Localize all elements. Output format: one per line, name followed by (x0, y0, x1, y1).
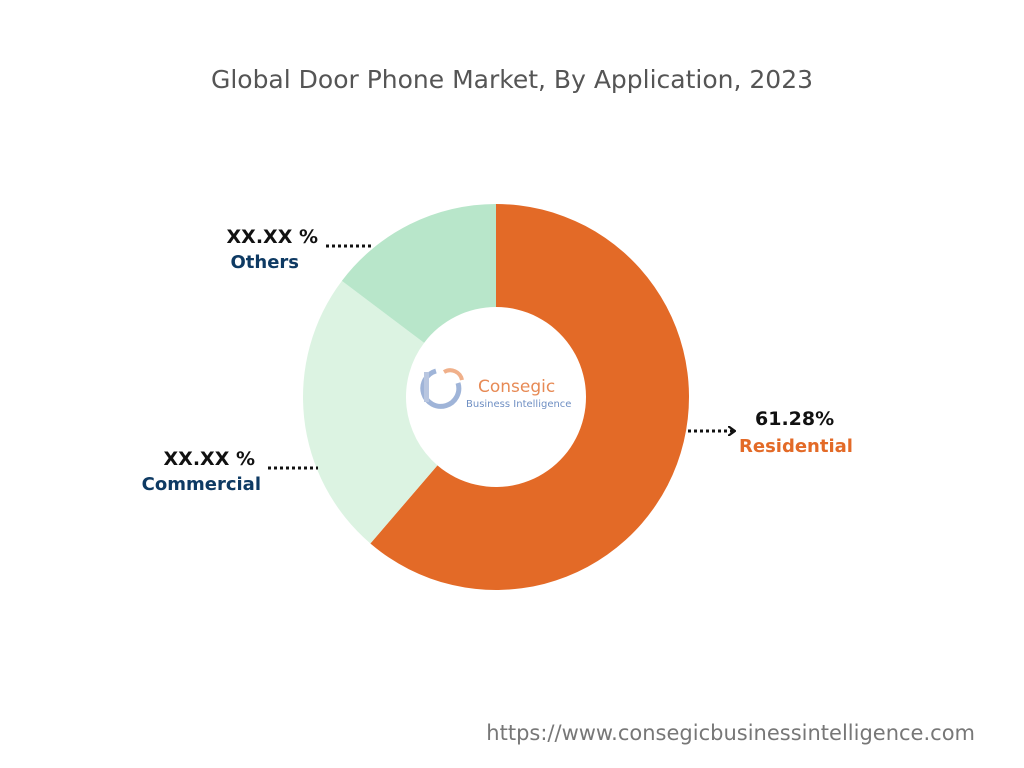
data-label-commercial-value: XX.XX % (164, 448, 255, 470)
logo-name: Consegic (478, 377, 555, 397)
donut-slices (302, 204, 690, 591)
logo-tagline: Business Intelligence (466, 399, 571, 410)
logo-arc-accent-icon (442, 368, 464, 381)
consegic-logo: Consegic Business Intelligence (420, 368, 571, 410)
donut-slice-residential (370, 204, 690, 591)
logo-bar-icon (424, 372, 429, 402)
leader-lines (268, 244, 734, 470)
chart-title: Global Door Phone Market, By Application… (211, 65, 813, 94)
data-label-residential-value: 61.28% (755, 408, 834, 430)
data-label-others-name: Others (230, 252, 299, 273)
donut-slice-others (341, 204, 496, 343)
data-label-others-value: XX.XX % (227, 226, 318, 248)
source-url[interactable]: https://www.consegicbusinessintelligence… (486, 721, 975, 745)
donut-slice-commercial (302, 280, 438, 544)
data-label-commercial-name: Commercial (142, 474, 261, 495)
data-label-residential-name: Residential (739, 436, 853, 457)
